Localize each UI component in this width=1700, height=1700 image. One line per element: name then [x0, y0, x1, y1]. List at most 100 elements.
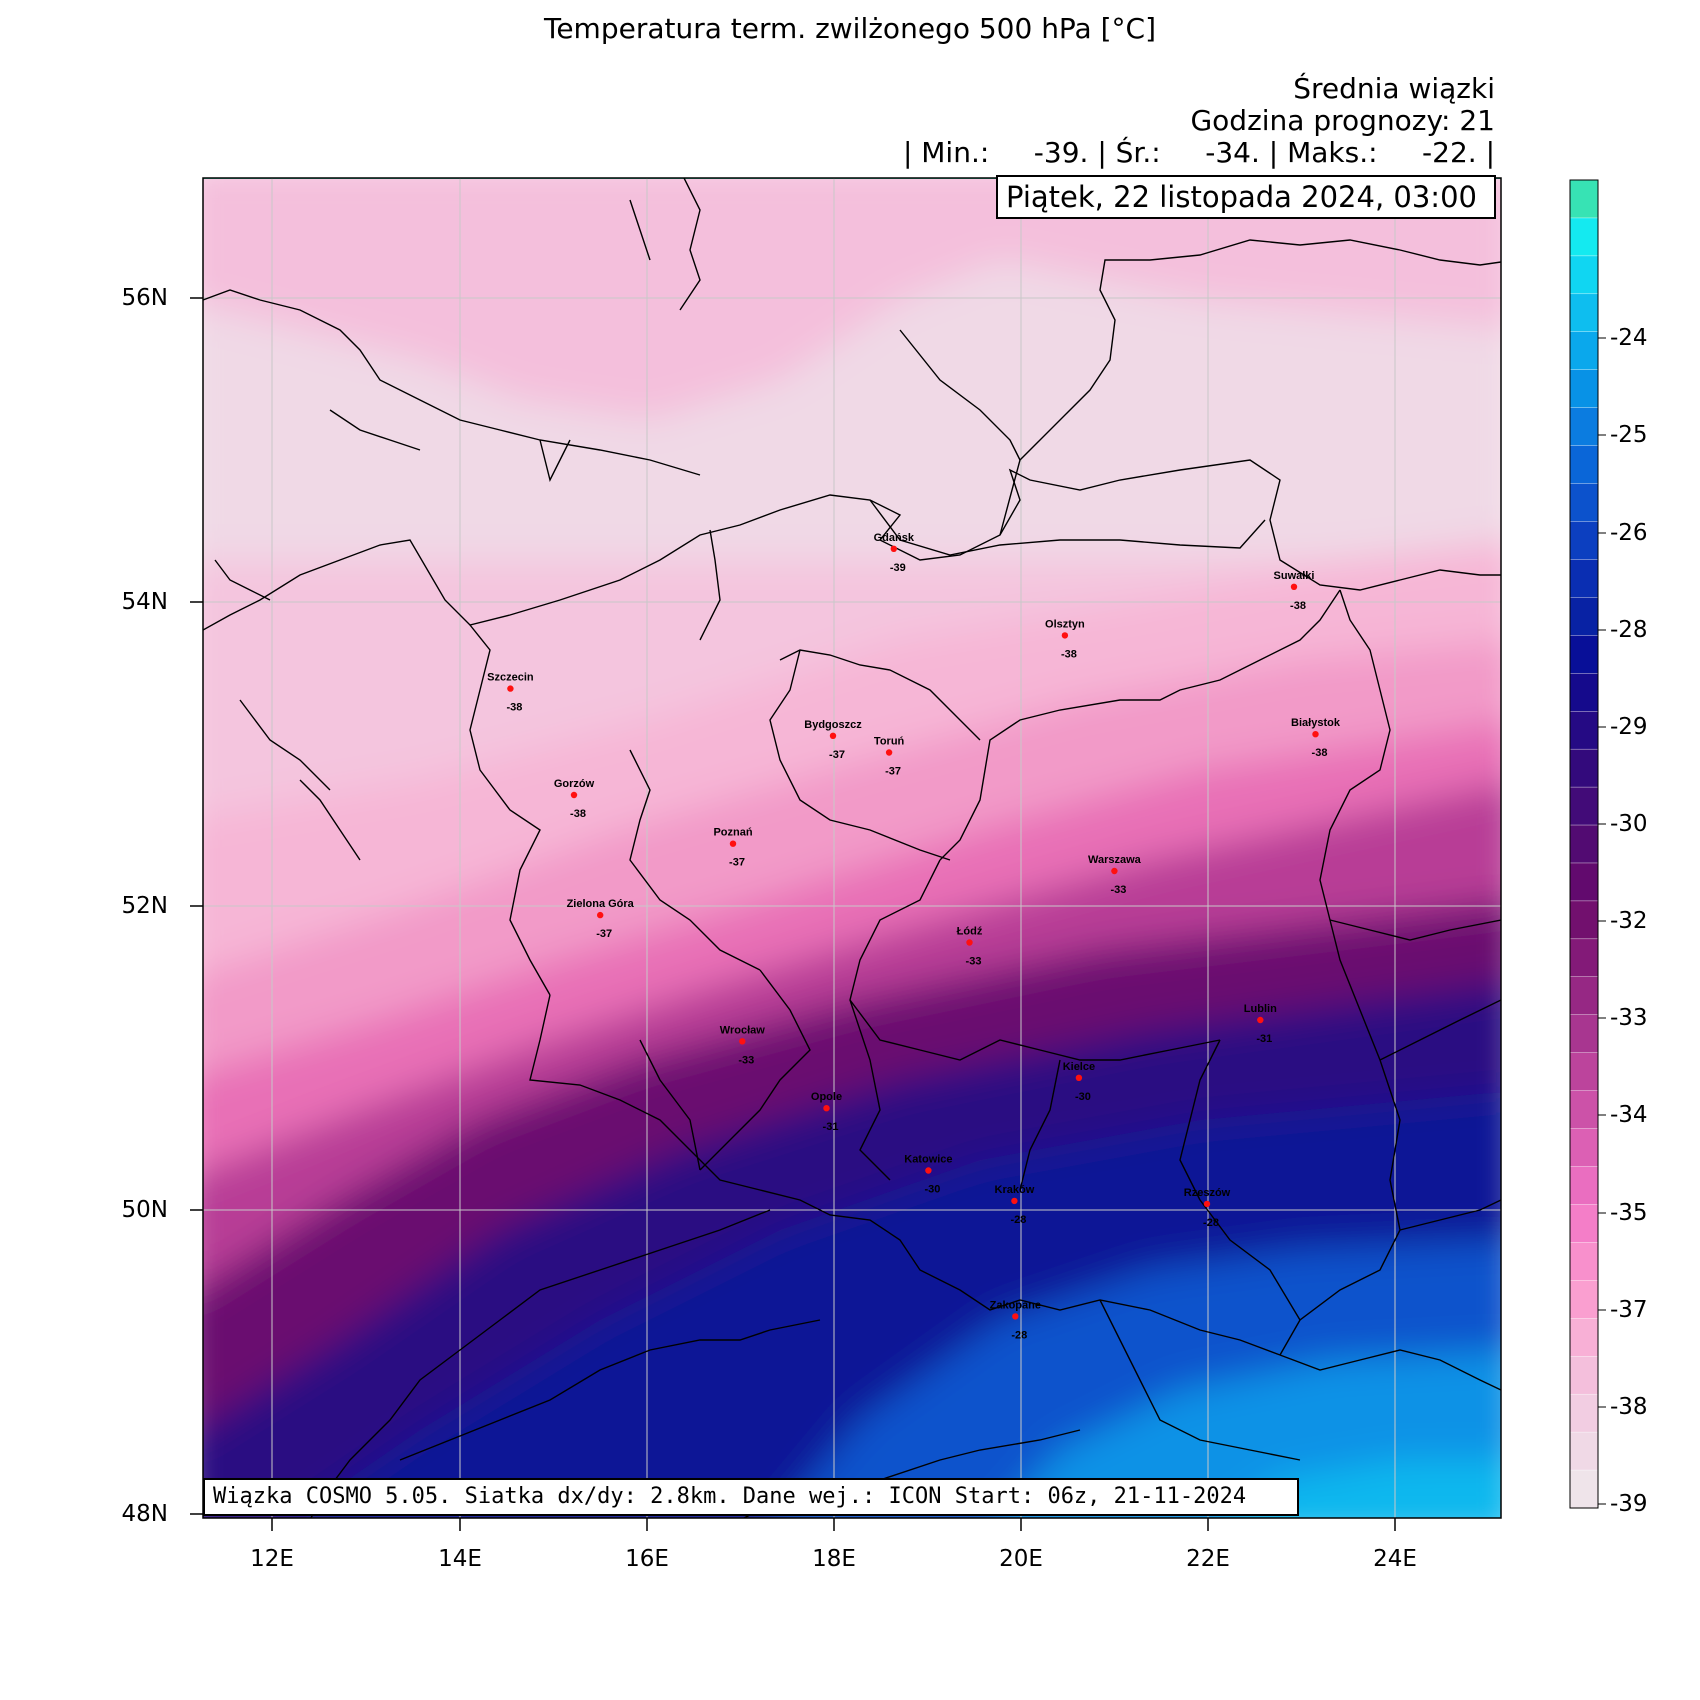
colorbar-swatch — [1569, 1090, 1599, 1130]
city-name: Lublin — [1244, 1003, 1277, 1015]
map-frame — [202, 177, 1502, 1519]
colorbar-label: -33 — [1610, 1005, 1648, 1031]
city-name: Kraków — [995, 1184, 1035, 1196]
colorbar-label: -25 — [1610, 422, 1648, 448]
colorbar-swatch — [1569, 1356, 1599, 1395]
city-dot — [1203, 1200, 1211, 1208]
graticule — [203, 178, 1501, 1518]
colorbar-swatch — [1569, 711, 1599, 750]
colorbar-swatch — [1569, 1166, 1599, 1206]
colorbar-swatch — [1569, 1469, 1599, 1509]
city-dot — [885, 749, 893, 756]
city-dot — [570, 791, 578, 799]
colorbar-swatch — [1569, 635, 1599, 675]
colorbar-label: -37 — [1610, 1297, 1648, 1323]
colorbar-swatch — [1569, 597, 1599, 637]
lat-label: 48N — [121, 1501, 168, 1527]
colorbar-frame — [1569, 179, 1599, 1509]
city-dot — [1012, 1313, 1019, 1320]
city-name: Gdańsk — [874, 532, 915, 544]
city-name: Zakopane — [990, 1299, 1041, 1311]
colorbar-swatch — [1569, 255, 1599, 295]
city-name: Białystok — [1291, 717, 1341, 729]
lat-label: 56N — [121, 285, 168, 311]
city-value: -38 — [1061, 648, 1077, 660]
city-value: -33 — [966, 956, 982, 968]
city-name: Gorzów — [554, 778, 595, 790]
lat-label: 50N — [121, 1197, 168, 1223]
city-value: -39 — [890, 562, 906, 574]
colorbar-label: -32 — [1610, 908, 1648, 934]
city-value: -30 — [1075, 1091, 1091, 1103]
lat-label: 54N — [121, 589, 168, 615]
city-value: -28 — [1011, 1329, 1027, 1341]
city-value: -37 — [829, 749, 845, 761]
colorbar-label: -39 — [1610, 1491, 1648, 1517]
city-dot — [729, 840, 737, 847]
colorbar-label: -38 — [1610, 1394, 1648, 1420]
city-dot — [507, 685, 514, 692]
city-dot — [1075, 1074, 1083, 1082]
colorbar-swatch — [1569, 407, 1599, 447]
stats-label: | Min.: -39. | Śr.: -34. | Maks.: -22. | — [902, 136, 1495, 169]
city-name: Łódź — [957, 926, 983, 938]
city-value: -38 — [1290, 600, 1306, 612]
lon-label: 18E — [812, 1546, 856, 1572]
colorbar-swatch — [1569, 179, 1599, 219]
lon-label: 22E — [1186, 1546, 1230, 1572]
axis-ticks — [190, 297, 1396, 1531]
city-name: Olsztyn — [1045, 618, 1085, 630]
city-name: Warszawa — [1088, 854, 1142, 866]
colorbar-swatch — [1569, 748, 1599, 788]
city-name: Katowice — [904, 1154, 952, 1166]
colorbar-swatch — [1569, 1318, 1599, 1358]
colorbar-label: -28 — [1610, 617, 1648, 643]
city-value: -28 — [1010, 1214, 1026, 1226]
colorbar-swatch — [1569, 1242, 1599, 1282]
colorbar-swatch — [1569, 673, 1599, 713]
colorbar-label: -30 — [1610, 811, 1648, 837]
city-markers: Gdańsk -39 Suwałki -38 Olsztyn -38 Szczecin -38… — [487, 532, 1341, 1342]
colorbar-label: -26 — [1610, 520, 1648, 546]
colorbar-swatch — [1569, 293, 1599, 333]
map-title: Temperatura term. zwilżonego 500 hPa [°C… — [543, 12, 1157, 45]
lon-label: 16E — [625, 1546, 669, 1572]
city-value: -28 — [1203, 1217, 1219, 1229]
city-name: Suwałki — [1274, 570, 1315, 582]
city-name: Zielona Góra — [567, 898, 635, 910]
colorbar-swatch — [1569, 900, 1599, 940]
colorbar — [1569, 179, 1599, 1509]
city-dot — [1312, 731, 1319, 738]
colorbar-swatch — [1569, 217, 1599, 257]
colorbar-swatch — [1569, 1431, 1599, 1471]
city-value: -33 — [1110, 884, 1126, 896]
city-name: Kielce — [1063, 1061, 1095, 1073]
city-dot — [1290, 583, 1298, 590]
city-value: -31 — [1256, 1033, 1272, 1045]
city-dot — [1011, 1197, 1018, 1205]
city-value: -37 — [596, 928, 612, 940]
temperature-field — [203, 178, 1501, 1518]
lon-label: 20E — [999, 1546, 1043, 1572]
colorbar-swatch — [1569, 1204, 1599, 1244]
colorbar-swatch — [1569, 976, 1599, 1016]
colorbar-swatch — [1569, 1280, 1599, 1320]
lon-label: 12E — [250, 1546, 294, 1572]
city-name: Wrocław — [720, 1024, 765, 1036]
city-dot — [966, 939, 973, 946]
city-value: -38 — [506, 702, 522, 714]
lat-label: 52N — [121, 893, 168, 919]
colorbar-swatch — [1569, 786, 1599, 826]
city-value: -38 — [570, 808, 586, 820]
city-dot — [890, 545, 897, 552]
colorbar-label: -35 — [1610, 1200, 1648, 1226]
city-dot — [823, 1105, 830, 1112]
colorbar-swatch — [1569, 824, 1599, 864]
colorbar-label: -24 — [1610, 325, 1648, 351]
colorbar-label: -29 — [1610, 714, 1648, 740]
city-value: -37 — [729, 857, 745, 869]
colorbar-label: -34 — [1610, 1102, 1648, 1128]
colorbar-swatch — [1569, 1052, 1599, 1092]
city-value: -30 — [924, 1184, 940, 1196]
